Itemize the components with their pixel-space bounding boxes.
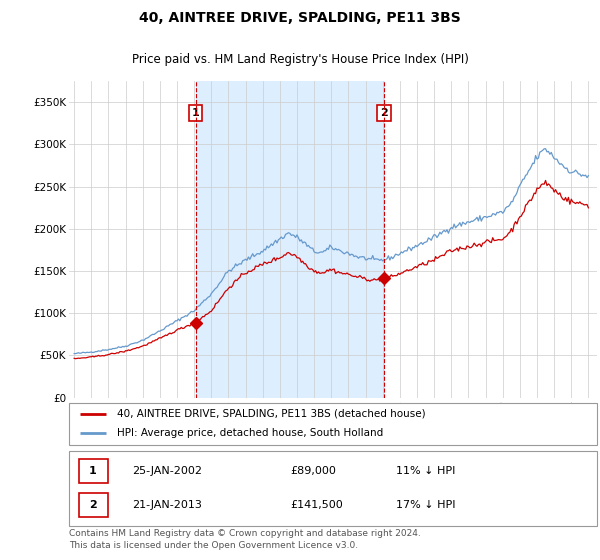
Text: Price paid vs. HM Land Registry's House Price Index (HPI): Price paid vs. HM Land Registry's House … xyxy=(131,53,469,66)
Text: 1: 1 xyxy=(89,466,97,476)
Text: 40, AINTREE DRIVE, SPALDING, PE11 3BS (detached house): 40, AINTREE DRIVE, SPALDING, PE11 3BS (d… xyxy=(116,409,425,419)
Text: £141,500: £141,500 xyxy=(291,500,344,510)
Text: £89,000: £89,000 xyxy=(291,466,337,476)
Text: 11% ↓ HPI: 11% ↓ HPI xyxy=(397,466,456,476)
Bar xyxy=(79,459,107,483)
Bar xyxy=(79,493,107,517)
Text: HPI: Average price, detached house, South Holland: HPI: Average price, detached house, Sout… xyxy=(116,428,383,438)
Text: 1: 1 xyxy=(191,108,199,118)
Text: Contains HM Land Registry data © Crown copyright and database right 2024.
This d: Contains HM Land Registry data © Crown c… xyxy=(69,529,421,550)
Text: 2: 2 xyxy=(89,500,97,510)
Text: 17% ↓ HPI: 17% ↓ HPI xyxy=(397,500,456,510)
Text: 21-JAN-2013: 21-JAN-2013 xyxy=(133,500,202,510)
Bar xyxy=(196,81,384,398)
Text: 40, AINTREE DRIVE, SPALDING, PE11 3BS: 40, AINTREE DRIVE, SPALDING, PE11 3BS xyxy=(139,11,461,25)
Text: 25-JAN-2002: 25-JAN-2002 xyxy=(133,466,202,476)
Text: 2: 2 xyxy=(380,108,388,118)
